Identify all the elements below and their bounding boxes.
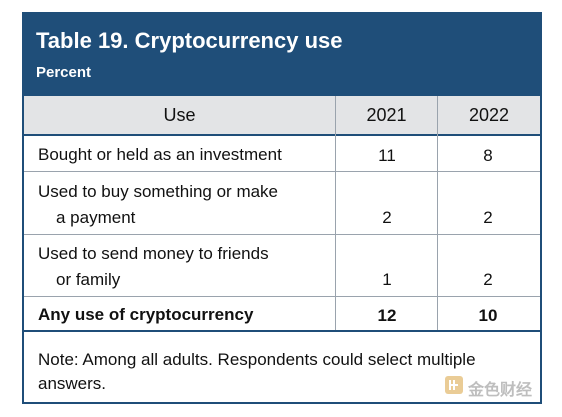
table-cell-value: 2	[483, 208, 493, 227]
row-divider	[24, 171, 540, 172]
table-row-label-total: Any use of cryptocurrency	[38, 302, 253, 328]
table-cell-value-total: 10	[478, 306, 498, 325]
table-cell-value: 2	[483, 270, 493, 289]
column-divider	[335, 96, 336, 332]
column-divider	[437, 96, 438, 332]
watermark-text: 金色财经	[467, 379, 532, 399]
row-label-line: Used to send money to friends	[38, 244, 269, 263]
table-row-label: Bought or held as an investment	[38, 142, 282, 168]
watermark: 金色财经	[444, 375, 532, 400]
row-label-line: Any use of cryptocurrency	[38, 305, 254, 324]
table-cell-value-total: 12	[377, 306, 397, 325]
column-header-2022: 2022	[438, 96, 540, 136]
table-title: Table 19. Cryptocurrency use	[36, 28, 343, 53]
table-cell-value: 2	[382, 208, 392, 227]
table-header-band: Table 19. Cryptocurrency use Percent	[24, 14, 540, 96]
table-cell-value: 1	[382, 270, 392, 289]
table-cell-value: 8	[483, 146, 493, 165]
note-divider	[24, 330, 540, 332]
table-row-label: Used to send money to friends or family	[38, 241, 269, 293]
row-divider	[24, 296, 540, 297]
table-note: Note: Among all adults. Respondents coul…	[38, 350, 476, 393]
column-header-use: Use	[24, 96, 335, 136]
row-label-line: Used to buy something or make	[38, 182, 279, 201]
row-divider	[24, 234, 540, 235]
table-row-label: Used to buy something or make a payment	[38, 179, 278, 231]
row-label-line: Bought or held as an investment	[38, 145, 282, 164]
row-label-line: a payment	[56, 208, 136, 227]
jinse-logo-icon	[444, 375, 464, 400]
table-subtitle: Percent	[36, 64, 92, 81]
column-header-2021: 2021	[336, 96, 437, 136]
row-label-line: or family	[56, 270, 121, 289]
table-cell-value: 11	[378, 146, 396, 165]
table-frame: Table 19. Cryptocurrency use Percent Use…	[22, 12, 542, 404]
